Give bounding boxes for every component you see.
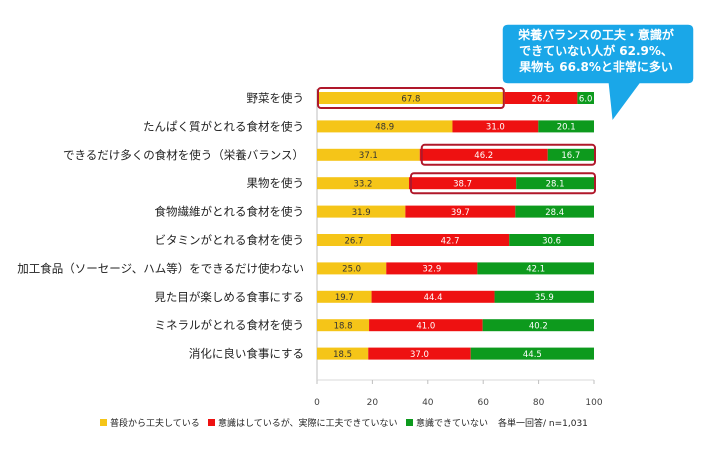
callout-line-2: できていない人が 62.9%、 bbox=[519, 44, 673, 58]
bars: 67.8 26.2 6.0 48.9 31.0 20.1 37.1 46.2 16.7 33.2 3… bbox=[317, 92, 594, 360]
data-label: 37.0 bbox=[410, 350, 429, 360]
bar-segment bbox=[504, 92, 578, 104]
callout-line-3: 果物も 66.8%と非常に多い bbox=[519, 60, 673, 74]
data-label: 42.1 bbox=[526, 265, 545, 275]
bar-segment bbox=[317, 120, 453, 133]
legend-label: 普段から工夫している bbox=[110, 417, 200, 429]
highlight-box bbox=[317, 87, 505, 109]
x-tick-label: 80 bbox=[533, 398, 545, 408]
category-label: ミネラルがとれる食材を使う bbox=[155, 318, 305, 332]
data-label: 42.7 bbox=[441, 236, 460, 246]
bar-segment bbox=[317, 148, 420, 161]
bar-segment bbox=[317, 319, 370, 332]
bar-segment bbox=[470, 347, 594, 360]
callout-text: 栄養バランスの工夫・意識が できていない人が 62.9%、 果物も 66.8%と… bbox=[500, 27, 692, 75]
category-label: ビタミンがとれる食材を使う bbox=[155, 233, 305, 247]
category-label: 食物繊維がとれる食材を使う bbox=[155, 205, 305, 219]
category-label: 消化に良い食事にする bbox=[189, 347, 304, 361]
data-label: 44.5 bbox=[523, 350, 542, 360]
bar-segment bbox=[515, 205, 594, 218]
data-label: 18.8 bbox=[334, 322, 353, 332]
x-tick-label: 0 bbox=[314, 398, 320, 408]
callout-line-1: 栄養バランスの工夫・意識が bbox=[518, 28, 674, 42]
data-label: 48.9 bbox=[375, 123, 394, 133]
data-label: 38.7 bbox=[453, 180, 472, 190]
data-label: 41.0 bbox=[416, 322, 435, 332]
category-labels: 野菜を使うたんぱく質がとれる食材を使うできるだけ多くの食材を使う（栄養バランス）… bbox=[17, 91, 304, 361]
data-label: 44.4 bbox=[424, 293, 443, 303]
data-label: 33.2 bbox=[354, 180, 373, 190]
highlight-boxes bbox=[317, 87, 596, 195]
bar-segment bbox=[317, 234, 391, 246]
bar-segment bbox=[317, 347, 369, 360]
data-label: 26.2 bbox=[532, 94, 551, 104]
data-label: 31.0 bbox=[486, 123, 505, 133]
bar-segment bbox=[405, 205, 516, 218]
category-label: 果物を使う bbox=[247, 176, 305, 190]
highlight-box bbox=[409, 172, 596, 195]
data-label: 31.9 bbox=[352, 208, 371, 218]
bar-segment bbox=[547, 148, 594, 161]
data-label: 32.9 bbox=[422, 265, 441, 275]
category-label: 野菜を使う bbox=[247, 91, 305, 105]
data-label: 30.6 bbox=[542, 236, 561, 246]
bar-segment bbox=[452, 120, 539, 133]
data-label: 28.1 bbox=[546, 180, 565, 190]
data-label: 40.2 bbox=[529, 322, 548, 332]
bar-segment bbox=[369, 319, 483, 332]
bar-segment bbox=[368, 347, 471, 360]
bar-segment bbox=[371, 290, 495, 303]
data-label: 20.1 bbox=[557, 123, 576, 133]
category-label: 見た目が楽しめる食事にする bbox=[154, 290, 304, 304]
bar-segment bbox=[477, 262, 594, 275]
data-label: 37.1 bbox=[359, 151, 378, 161]
data-label: 16.7 bbox=[561, 151, 580, 161]
bar-segment bbox=[509, 234, 594, 246]
bar-segment bbox=[419, 148, 548, 161]
bar-segment bbox=[317, 205, 406, 218]
x-axis: 0 20 40 60 80 100 bbox=[314, 89, 603, 408]
bar-segment bbox=[386, 262, 478, 275]
data-label: 35.9 bbox=[535, 293, 554, 303]
bar-segment bbox=[482, 319, 594, 332]
data-label: 25.0 bbox=[342, 265, 361, 275]
data-label: 39.7 bbox=[451, 208, 470, 218]
x-tick-label: 20 bbox=[367, 398, 379, 408]
bar-segment bbox=[317, 177, 409, 190]
legend-label: 意識できていない bbox=[416, 417, 488, 429]
bar-segment bbox=[577, 92, 594, 104]
data-label: 26.7 bbox=[345, 236, 364, 246]
bar-segment bbox=[538, 120, 594, 133]
legend-swatch bbox=[208, 419, 215, 426]
x-tick-label: 100 bbox=[585, 398, 602, 408]
data-label: 18.5 bbox=[333, 350, 352, 360]
highlight-box bbox=[420, 143, 596, 166]
bar-segment bbox=[317, 262, 387, 275]
bar-segment bbox=[516, 177, 594, 190]
data-label: 19.7 bbox=[335, 293, 354, 303]
bar-segment bbox=[317, 92, 505, 104]
bar-segment bbox=[390, 234, 510, 246]
legend: 普段から工夫している 意識はしているが、実際に工夫できていない 意識できていない 各単… bbox=[100, 417, 588, 429]
legend-label: 意識はしているが、実際に工夫できていない bbox=[218, 417, 398, 429]
category-label: できるだけ多くの食材を使う（栄養バランス） bbox=[63, 148, 304, 162]
legend-swatch bbox=[406, 419, 413, 426]
callout bbox=[501, 23, 695, 125]
data-label: 46.2 bbox=[474, 151, 493, 161]
bar-segment bbox=[317, 290, 372, 303]
bar-segment bbox=[408, 177, 517, 190]
legend-swatch bbox=[100, 419, 107, 426]
category-label: たんぱく質がとれる食材を使う bbox=[143, 119, 304, 133]
data-label: 28.4 bbox=[545, 208, 564, 218]
x-tick-label: 60 bbox=[477, 398, 489, 408]
bar-segment bbox=[494, 290, 594, 303]
x-tick-label: 40 bbox=[422, 398, 434, 408]
data-label: 6.0 bbox=[579, 94, 593, 104]
category-label: 加工食品（ソーセージ、ハム等）をできるだけ使わない bbox=[17, 261, 304, 275]
data-label: 67.8 bbox=[401, 94, 420, 104]
sample-note: 各単一回答/ n=1,031 bbox=[498, 417, 588, 429]
callout-bubble bbox=[501, 23, 695, 125]
